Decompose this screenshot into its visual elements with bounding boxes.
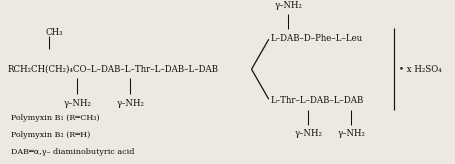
Text: CH₃: CH₃	[45, 28, 63, 37]
Text: Polymyxin B₂ (R═H): Polymyxin B₂ (R═H)	[10, 131, 90, 139]
Text: DAB═α,γ– diaminobutyric acid: DAB═α,γ– diaminobutyric acid	[10, 148, 134, 156]
Text: RCH₂CH(CH₂)₄CO–L–DAB–L–Thr–L–DAB–L–DAB: RCH₂CH(CH₂)₄CO–L–DAB–L–Thr–L–DAB–L–DAB	[7, 65, 218, 74]
Text: γ–NH₂: γ–NH₂	[275, 1, 303, 10]
Text: γ–NH₂: γ–NH₂	[295, 129, 323, 138]
Text: L–Thr–L–DAB–L–DAB: L–Thr–L–DAB–L–DAB	[271, 96, 364, 105]
Text: γ–NH₂: γ–NH₂	[63, 99, 91, 108]
Text: • x H₂SO₄: • x H₂SO₄	[399, 65, 442, 74]
Text: γ–NH₂: γ–NH₂	[117, 99, 145, 108]
Text: γ–NH₂: γ–NH₂	[338, 129, 366, 138]
Text: Polymyxin B₁ (R═CH₃): Polymyxin B₁ (R═CH₃)	[10, 114, 99, 122]
Text: L–DAB–D–Phe–L–Leu: L–DAB–D–Phe–L–Leu	[271, 34, 363, 43]
